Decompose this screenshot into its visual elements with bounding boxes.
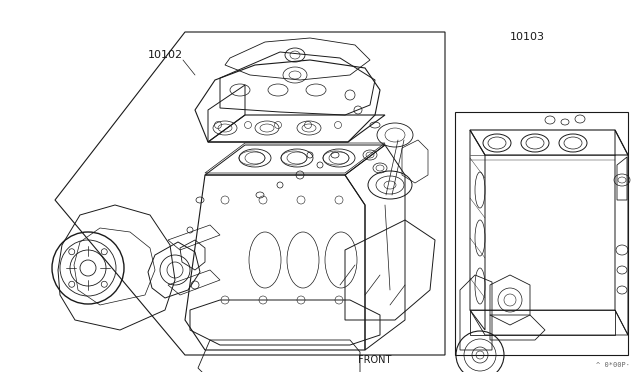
Text: 10103: 10103 — [510, 32, 545, 42]
Text: 10102: 10102 — [148, 50, 183, 60]
Text: FRONT: FRONT — [358, 355, 392, 365]
Text: ^ 0*00P·: ^ 0*00P· — [596, 362, 630, 368]
